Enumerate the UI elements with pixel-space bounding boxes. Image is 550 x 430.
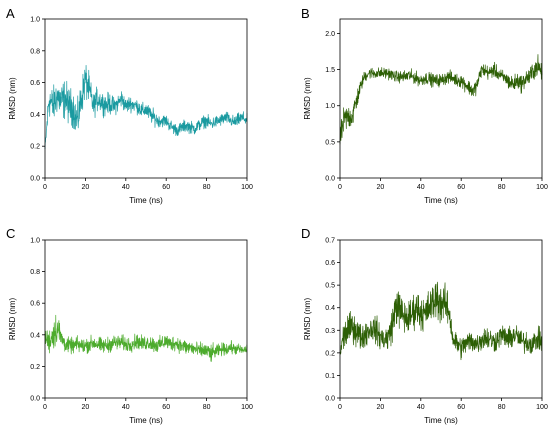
y-tick-label: 0.8 xyxy=(30,48,40,55)
x-axis-label: Time (ns) xyxy=(424,196,458,205)
x-tick-label: 20 xyxy=(377,184,385,191)
x-tick-label: 40 xyxy=(417,404,425,411)
y-axis-label: RMSD (nm) xyxy=(8,298,17,341)
x-tick-label: 0 xyxy=(338,184,342,191)
panel-letter: A xyxy=(6,6,15,21)
x-tick-label: 80 xyxy=(498,404,506,411)
y-tick-label: 0.6 xyxy=(30,80,40,87)
y-tick-label: 0.6 xyxy=(325,260,335,267)
x-tick-label: 100 xyxy=(241,404,253,411)
x-tick-label: 40 xyxy=(417,184,425,191)
y-tick-label: 0.0 xyxy=(325,396,335,403)
panel-letter: C xyxy=(6,226,15,241)
rmsd-series-line xyxy=(44,64,248,149)
y-tick-label: 0.0 xyxy=(30,396,40,403)
y-tick-label: 0.8 xyxy=(30,269,40,276)
y-tick-label: 1.0 xyxy=(30,238,40,245)
y-axis-label: RMSD (nm) xyxy=(303,77,312,120)
y-tick-label: 0.0 xyxy=(325,176,335,183)
x-tick-label: 20 xyxy=(82,404,90,411)
y-tick-label: 0.2 xyxy=(325,350,335,357)
y-tick-label: 0.1 xyxy=(325,373,335,380)
y-tick-label: 0.4 xyxy=(30,112,40,119)
x-tick-label: 80 xyxy=(203,404,211,411)
plot-frame xyxy=(44,18,248,179)
y-tick-label: 0.3 xyxy=(325,328,335,335)
rmsd-series-line xyxy=(44,314,248,362)
x-axis-label: Time (ns) xyxy=(424,416,458,425)
x-tick-label: 60 xyxy=(162,404,170,411)
x-tick-label: 80 xyxy=(498,184,506,191)
x-tick-label: 0 xyxy=(338,404,342,411)
rmsd-series-line xyxy=(339,281,543,361)
x-tick-label: 80 xyxy=(203,184,211,191)
x-axis-label: Time (ns) xyxy=(129,416,163,425)
y-tick-label: 1.0 xyxy=(325,103,335,110)
chart-panel-d: D 0 20 40 60 80 100 0.0 0.1 0.2 0.3 0.4 0.5 0.6 0.7 Tim… xyxy=(301,226,548,425)
plot-frame xyxy=(339,239,543,399)
x-tick-label: 0 xyxy=(43,184,47,191)
y-tick-label: 0.0 xyxy=(30,176,40,183)
x-tick-label: 60 xyxy=(457,184,465,191)
x-tick-label: 20 xyxy=(377,404,385,411)
y-tick-label: 2.0 xyxy=(325,31,335,38)
y-tick-label: 0.5 xyxy=(325,139,335,146)
y-tick-label: 0.4 xyxy=(325,305,335,312)
chart-panel-a: A 0 20 40 60 80 100 0.0 0.2 0.4 0.6 0.8 1.0 Time (ns)… xyxy=(6,6,253,205)
y-tick-label: 0.6 xyxy=(30,301,40,308)
x-tick-label: 20 xyxy=(82,184,90,191)
y-tick-label: 1.0 xyxy=(30,17,40,24)
plot-frame xyxy=(44,239,248,399)
y-axis-label: RMSD (nm) xyxy=(303,298,312,341)
panel-letter: D xyxy=(301,226,310,241)
y-axis-label: RMSD (nm) xyxy=(8,77,17,120)
x-tick-label: 40 xyxy=(122,404,130,411)
y-tick-label: 0.5 xyxy=(325,283,335,290)
x-tick-label: 100 xyxy=(536,404,548,411)
plot-frame xyxy=(339,18,543,179)
panel-letter: B xyxy=(301,6,310,21)
y-tick-label: 0.2 xyxy=(30,364,40,371)
y-tick-label: 0.7 xyxy=(325,238,335,245)
x-tick-label: 0 xyxy=(43,404,47,411)
chart-panel-b: B 0 20 40 60 80 100 0.0 0.5 1.0 1.5 2.0 Time (ns) RMS… xyxy=(301,6,548,205)
rmsd-series-line xyxy=(339,54,543,145)
x-axis-label: Time (ns) xyxy=(129,196,163,205)
y-tick-label: 1.5 xyxy=(325,67,335,74)
chart-panel-c: C 0 20 40 60 80 100 0.0 0.2 0.4 0.6 0.8 1.0 Time (ns)… xyxy=(6,226,253,425)
x-tick-label: 60 xyxy=(457,404,465,411)
x-tick-label: 100 xyxy=(536,184,548,191)
y-tick-label: 0.2 xyxy=(30,144,40,151)
x-tick-label: 60 xyxy=(162,184,170,191)
y-tick-label: 0.4 xyxy=(30,332,40,339)
x-tick-label: 100 xyxy=(241,184,253,191)
x-tick-label: 40 xyxy=(122,184,130,191)
